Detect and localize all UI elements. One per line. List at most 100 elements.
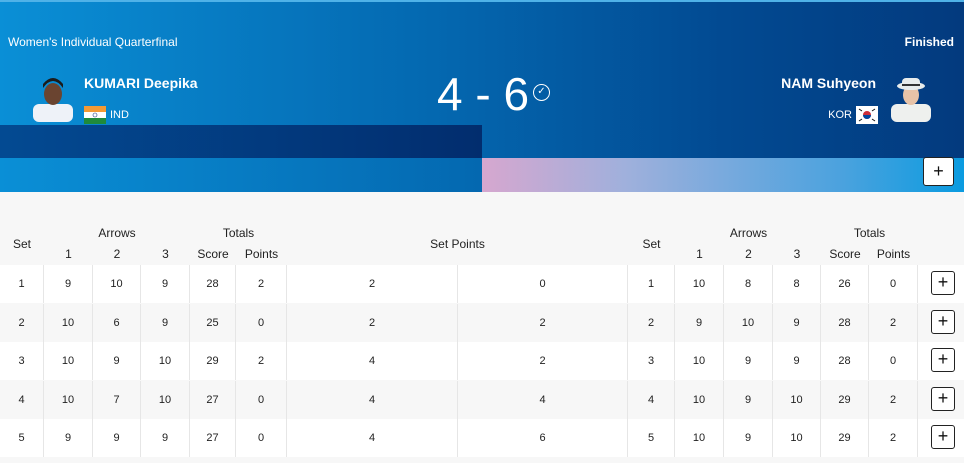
noc-code-left: IND [110,109,129,121]
left-bar [0,125,482,158]
cell-score-r: 26 [821,265,869,303]
col-score-right: Score [829,247,861,261]
col-arrow2-left: 2 [113,247,121,261]
cell-points: 0 [236,380,287,419]
col-set-right: Set [642,237,661,251]
col-set-left: Set [12,237,31,251]
col-set-points: Set Points [430,237,485,251]
left-strip [0,158,482,192]
cell-points: 2 [236,342,287,380]
cell-a1-r: 10 [675,342,724,380]
cell-set-r: 1 [628,265,675,303]
col-arrows-left: Arrows [98,226,136,240]
cell-sp-right: 2 [458,303,628,342]
table-row: 5 9 9 9 27 0 4 6 5 10 9 10 29 2 + [0,419,964,457]
cell-a3: 9 [141,303,190,342]
cell-a3: 9 [141,419,190,457]
india-flag-icon [84,106,106,124]
match-status: Finished [904,35,954,49]
cell-score-r: 28 [821,342,869,380]
col-points-left: Points [244,247,279,261]
table-row: 4 10 7 10 27 0 4 4 4 10 9 10 29 2 + [0,380,964,419]
cell-a2: 10 [93,265,141,303]
cell-a1-r: 10 [675,419,724,457]
cell-sp-left: 2 [287,265,458,303]
col-totals-left: Totals [222,226,255,240]
cell-a1-r: 10 [675,265,724,303]
cell-score-r: 29 [821,419,869,457]
col-arrow2-right: 2 [745,247,752,261]
cell-score-r: 29 [821,380,869,419]
cell-score: 27 [190,380,236,419]
cell-a1: 10 [44,380,93,419]
cell-score: 29 [190,342,236,380]
expand-set-button[interactable]: + [931,425,955,449]
cell-points: 2 [236,265,287,303]
cell-points: 0 [236,303,287,342]
cell-a3-r: 9 [773,303,821,342]
cell-a1: 9 [44,419,93,457]
cell-points-r: 2 [869,303,918,342]
cell-score: 27 [190,419,236,457]
cell-sp-left: 2 [287,303,458,342]
event-title: Women's Individual Quarterfinal [8,35,178,49]
col-points-right: Points [876,247,911,261]
athlete-photo-left [33,78,73,122]
cell-a2: 9 [93,342,141,380]
noc-right: KOR [828,106,878,124]
cell-sp-left: 4 [287,342,458,380]
cell-score: 28 [190,265,236,303]
expand-header-button[interactable]: + [923,157,954,186]
table-row: 3 10 9 10 29 2 4 2 3 10 9 9 28 0 + [0,342,964,380]
expand-set-button[interactable]: + [931,309,955,334]
cell-a2: 6 [93,303,141,342]
expand-set-button[interactable]: + [931,271,955,295]
cell-a2-r: 10 [724,303,773,342]
cell-a3-r: 9 [773,342,821,380]
table-row: 1 9 10 9 28 2 2 0 1 10 8 8 26 0 + [0,265,964,303]
match-header: Women's Individual Quarterfinal Finished… [0,0,964,192]
match-score: 4 - 6 [437,68,530,120]
expand-set-button[interactable]: + [931,386,955,411]
cell-score: 25 [190,303,236,342]
cell-a2-r: 9 [724,380,773,419]
cell-a1-r: 10 [675,380,724,419]
cell-set-r: 2 [628,303,675,342]
cell-set: 4 [0,380,44,419]
cell-a2-r: 9 [724,419,773,457]
cell-a3: 9 [141,265,190,303]
cell-set-r: 3 [628,342,675,380]
cell-a2: 9 [93,419,141,457]
cell-a2-r: 8 [724,265,773,303]
cell-a2: 7 [93,380,141,419]
col-totals-right: Totals [853,226,886,240]
table-row: 2 10 6 9 25 0 2 2 2 9 10 9 28 2 + [0,303,964,342]
cell-points-r: 0 [869,265,918,303]
col-arrow1-right: 1 [696,247,703,261]
col-score-left: Score [197,247,229,261]
check-circle-icon: ✓ [533,84,550,101]
cell-a3-r: 10 [773,380,821,419]
cell-a3-r: 10 [773,419,821,457]
cell-set-r: 4 [628,380,675,419]
cell-set: 3 [0,342,44,380]
col-arrow3-left: 3 [162,247,169,261]
cell-a1: 10 [44,342,93,380]
right-strip [482,158,964,192]
col-arrow3-right: 3 [793,247,801,261]
cell-a3: 10 [141,342,190,380]
cell-set-r: 5 [628,419,675,457]
cell-a1: 10 [44,303,93,342]
noc-left: IND [84,106,129,124]
cell-sp-right: 2 [458,342,628,380]
cell-a2-r: 9 [724,342,773,380]
cell-points-r: 2 [869,380,918,419]
expand-set-button[interactable]: + [931,348,955,372]
cell-points-r: 0 [869,342,918,380]
cell-sp-right: 4 [458,380,628,419]
cell-set: 2 [0,303,44,342]
col-arrows-right: Arrows [729,226,768,240]
athlete-name-right: NAM Suhyeon [781,75,876,91]
cell-points-r: 2 [869,419,918,457]
athlete-photo-right [891,78,931,122]
